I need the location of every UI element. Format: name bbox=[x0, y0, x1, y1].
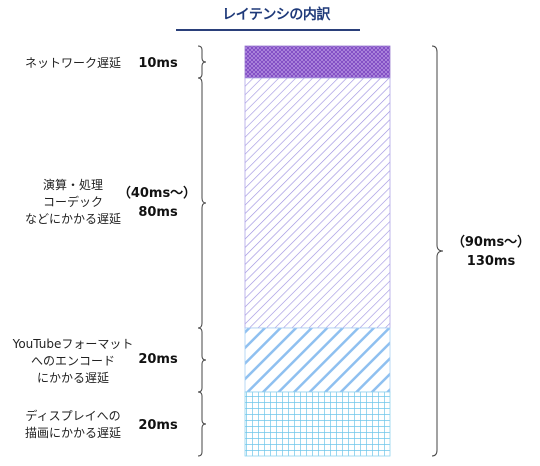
brace-network bbox=[197, 45, 207, 79]
brace-total bbox=[431, 45, 444, 457]
label-processing: 演算・処理 コーデック などにかかる遅延 bbox=[24, 178, 121, 226]
title-underline bbox=[176, 29, 360, 31]
label-network: ネットワーク遅延 bbox=[24, 56, 121, 70]
value-processing: 80ms bbox=[138, 205, 178, 220]
total-value: 130ms bbox=[466, 254, 516, 269]
brace-display bbox=[197, 391, 207, 457]
segment-encode bbox=[244, 327, 391, 393]
value-encode: 20ms bbox=[138, 352, 178, 367]
total-range: （90ms〜） bbox=[451, 235, 531, 250]
brace-processing bbox=[197, 77, 207, 329]
segment-processing bbox=[244, 77, 391, 329]
value-display: 20ms bbox=[138, 418, 178, 433]
diagram-title: レイテンシの内訳 bbox=[222, 7, 330, 23]
label-display: ディスプレイへの 描画にかかる遅延 bbox=[24, 409, 121, 440]
segment-network bbox=[244, 45, 391, 79]
value-processing-range: （40ms〜） bbox=[117, 186, 197, 201]
label-encode: YouTubeフォーマット へのエンコード にかかる遅延 bbox=[12, 337, 134, 385]
value-network: 10ms bbox=[138, 56, 178, 71]
segment-display bbox=[244, 391, 391, 457]
brace-encode bbox=[197, 327, 207, 393]
